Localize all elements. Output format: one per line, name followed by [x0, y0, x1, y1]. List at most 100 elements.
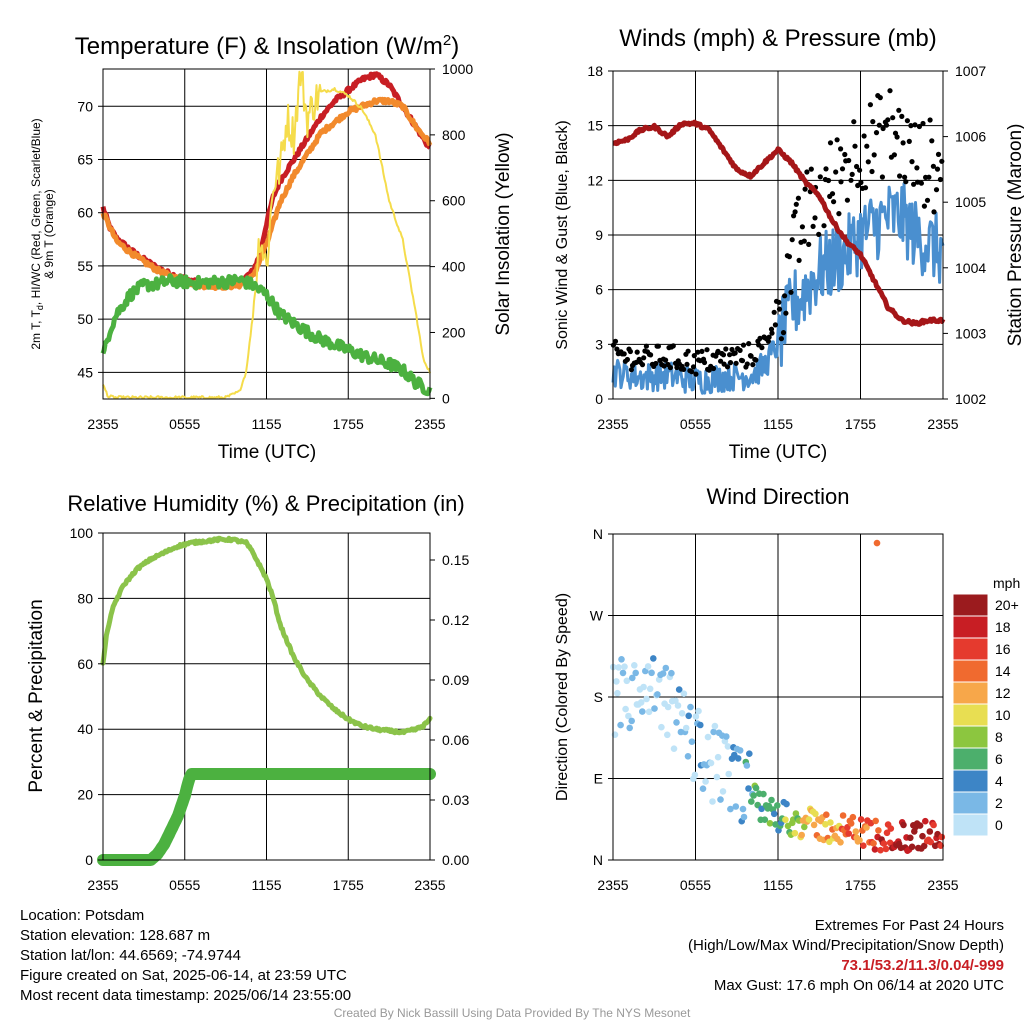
- direction-point: [847, 820, 855, 827]
- direction-point: [750, 792, 757, 799]
- gust-point: [816, 231, 822, 237]
- temperature-x-tick-label: 1755: [333, 416, 364, 432]
- wind-direction-series: [609, 539, 946, 854]
- direction-point: [937, 842, 944, 849]
- temperature-x-tick-label: 2355: [414, 416, 445, 432]
- humidity-y2-tick-label: 0.03: [442, 792, 469, 808]
- direction-point: [678, 710, 686, 717]
- humidity-plot-frame: [102, 532, 431, 861]
- insolation-y-ticks: 0 200 400 600 800 1000: [430, 61, 473, 406]
- gust-point: [788, 289, 794, 295]
- direction-point: [857, 816, 865, 823]
- direction-point: [621, 663, 628, 670]
- gust-point: [704, 347, 710, 353]
- direction-point: [766, 820, 774, 827]
- extremes-title: Extremes For Past 24 Hours: [814, 917, 1004, 934]
- direction-point: [659, 670, 667, 677]
- legend-label: 6: [995, 751, 1003, 767]
- direction-point: [702, 778, 709, 785]
- winds-y-tick-label: 18: [587, 63, 603, 79]
- direction-point: [768, 796, 775, 804]
- direction-point: [664, 703, 672, 711]
- humidity-series: [97, 535, 436, 866]
- direction-point: [823, 811, 830, 818]
- gust-point: [780, 330, 787, 336]
- gust-point: [862, 185, 869, 191]
- legend-swatch: [952, 791, 989, 815]
- wind-direction-x-tick-label: 1755: [845, 877, 876, 893]
- humidity-y2-tick-label: 0.15: [442, 552, 469, 568]
- gust-point: [684, 361, 690, 367]
- humidity-y-tick-label: 60: [77, 656, 93, 672]
- gust-point: [854, 163, 860, 170]
- gust-point: [920, 120, 926, 127]
- series-line-precip: [97, 768, 436, 866]
- direction-point: [664, 731, 671, 739]
- speed-legend-title: mph: [993, 575, 1020, 591]
- temperature-y2-tick-label: 0: [442, 390, 450, 406]
- gust-point: [930, 163, 937, 169]
- winds-y-tick-label: 3: [595, 336, 603, 352]
- gust-point: [739, 358, 746, 364]
- gust-point: [896, 107, 902, 113]
- direction-point: [707, 759, 715, 767]
- humidity-x-tick-label: 2355: [414, 877, 445, 893]
- gust-point: [927, 117, 933, 123]
- extremes-info: Extremes For Past 24 Hours (High/Low/Max…: [688, 916, 1004, 996]
- direction-point: [863, 824, 870, 831]
- direction-point: [812, 810, 819, 818]
- gust-point: [916, 123, 923, 130]
- series-line-sonic-wind: [611, 182, 945, 395]
- gust-point: [748, 353, 754, 359]
- gust-point: [737, 347, 743, 353]
- direction-point: [670, 745, 678, 752]
- direction-point: [739, 805, 747, 813]
- gust-point: [883, 122, 890, 128]
- winds-y-tick-label: 12: [587, 172, 603, 188]
- direction-point: [699, 785, 707, 792]
- gust-point: [897, 173, 903, 179]
- legend-swatch: [952, 659, 989, 683]
- temperature-x-tick-label: 2355: [87, 416, 118, 432]
- gust-point: [746, 341, 752, 347]
- humidity-y-tick-label: 20: [77, 787, 93, 803]
- legend-label: 8: [995, 729, 1003, 745]
- gust-point: [802, 186, 808, 192]
- gust-point: [831, 199, 837, 205]
- temperature-y-tick-label: 50: [77, 311, 93, 327]
- winds-y-tick-label: 0: [595, 391, 603, 407]
- precip-y-ticks: 0.00 0.03 0.06 0.09 0.12 0.15: [430, 552, 469, 868]
- gust-point: [858, 179, 864, 186]
- legend-swatch: [952, 703, 989, 727]
- winds-x-tick-label: 2355: [927, 416, 958, 432]
- temperature-series: [100, 70, 433, 400]
- direction-point: [774, 802, 781, 809]
- gust-point: [937, 176, 944, 183]
- gust-point: [733, 360, 739, 366]
- speed-legend: mph 20+ 18 16 14 12 10 8 6 4 2 0: [952, 575, 1020, 837]
- direction-point: [687, 703, 694, 711]
- gust-point: [873, 130, 880, 136]
- gust-point: [885, 117, 891, 123]
- direction-point: [805, 816, 813, 823]
- direction-point: [658, 723, 665, 731]
- gust-point: [857, 167, 863, 173]
- gust-point: [772, 322, 779, 328]
- temperature-y2-tick-label: 800: [442, 127, 466, 143]
- gust-point: [829, 191, 836, 197]
- winds-y-tick-label: 15: [587, 118, 603, 134]
- direction-point: [743, 762, 751, 769]
- gust-point: [894, 134, 900, 140]
- direction-point: [668, 669, 675, 677]
- gust-point: [724, 364, 731, 370]
- gust-point: [776, 306, 783, 312]
- gust-point: [693, 371, 699, 377]
- direction-point: [662, 664, 670, 672]
- wind-direction-grid: [612, 533, 944, 861]
- gust-point: [870, 119, 876, 125]
- winds-chart-title: Winds (mph) & Pressure (mb): [619, 25, 936, 52]
- winds-x-tick-label: 2355: [597, 416, 628, 432]
- temperature-y2-tick-label: 600: [442, 193, 466, 209]
- winds-series: [610, 88, 946, 395]
- gust-point: [729, 346, 735, 353]
